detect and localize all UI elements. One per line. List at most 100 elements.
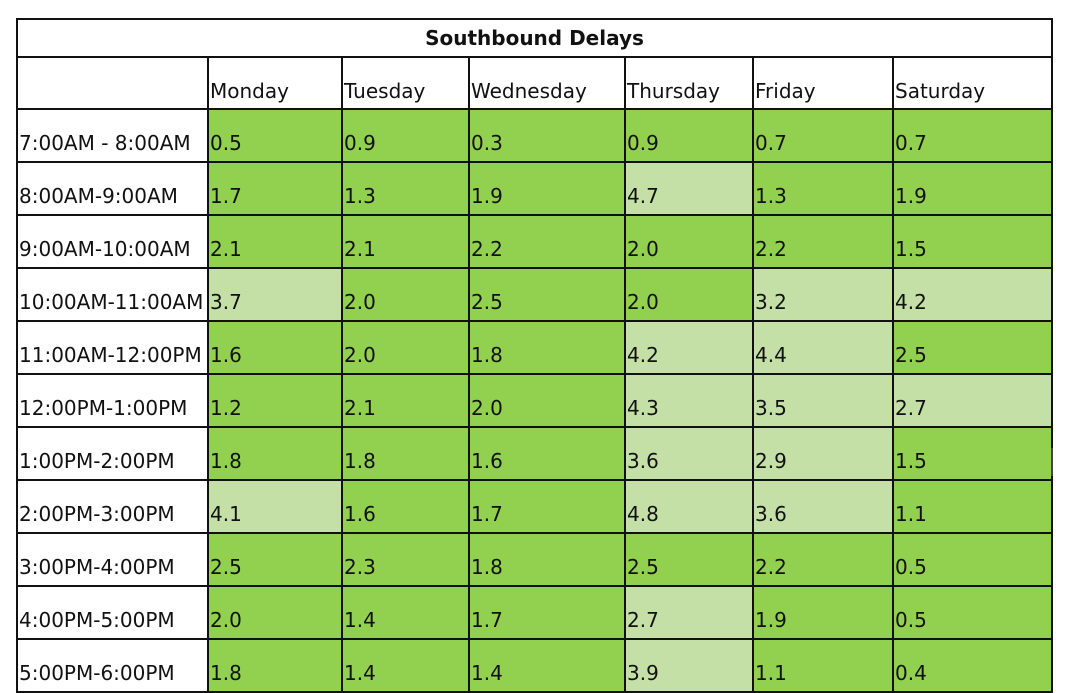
delay-cell: 2.2 (468, 214, 626, 269)
table-row: 8:00AM-9:00AM 1.7 1.3 1.9 4.7 1.3 1.9 (16, 161, 1054, 216)
southbound-delays-table: Southbound Delays Monday Tuesday Wednesd… (15, 18, 1054, 693)
delay-cell: 0.3 (468, 108, 626, 163)
delay-cell: 1.8 (468, 532, 626, 587)
delay-cell: 0.5 (891, 532, 1054, 587)
delay-cell: 1.8 (207, 638, 343, 693)
day-header-saturday: Saturday (891, 56, 1054, 110)
time-slot-label: 7:00AM - 8:00AM (16, 108, 209, 163)
delay-cell: 3.6 (624, 426, 754, 481)
delay-cell: 3.9 (624, 638, 754, 693)
delay-cell: 1.5 (891, 426, 1054, 481)
time-slot-label: 1:00PM-2:00PM (16, 426, 209, 481)
delay-cell: 2.0 (341, 267, 470, 322)
delay-cell: 1.5 (891, 214, 1054, 269)
delay-cell: 1.8 (468, 320, 626, 375)
delay-cell: 1.4 (341, 638, 470, 693)
delay-cell: 1.6 (341, 479, 470, 534)
text-cursor (1051, 448, 1053, 476)
table-row: 11:00AM-12:00PM 1.6 2.0 1.8 4.2 4.4 2.5 (16, 320, 1054, 375)
delay-cell: 1.9 (468, 161, 626, 216)
delay-cell: 4.2 (891, 267, 1054, 322)
time-slot-label: 9:00AM-10:00AM (16, 214, 209, 269)
delay-cell: 1.7 (468, 479, 626, 534)
delay-cell: 3.2 (752, 267, 894, 322)
delay-cell: 2.0 (341, 320, 470, 375)
delay-cell: 1.9 (891, 161, 1054, 216)
delay-cell: 2.7 (624, 585, 754, 640)
delay-cell: 2.5 (891, 320, 1054, 375)
delay-cell: 1.1 (752, 638, 894, 693)
day-header-wednesday: Wednesday (468, 56, 626, 110)
delay-cell: 0.5 (207, 108, 343, 163)
delay-cell: 4.7 (624, 161, 754, 216)
table-body: 7:00AM - 8:00AM 0.5 0.9 0.3 0.9 0.7 0.7 8:00AM-… (16, 108, 1054, 693)
time-slot-label: 10:00AM-11:00AM (16, 267, 209, 322)
time-slot-label: 3:00PM-4:00PM (16, 532, 209, 587)
day-header-monday: Monday (207, 56, 343, 110)
day-header-friday: Friday (752, 56, 894, 110)
delay-cell: 2.1 (341, 214, 470, 269)
table-row: 12:00PM-1:00PM 1.2 2.1 2.0 4.3 3.5 2.7 (16, 373, 1054, 428)
delay-cell: 4.1 (207, 479, 343, 534)
delay-cell: 1.9 (752, 585, 894, 640)
delay-cell: 2.5 (468, 267, 626, 322)
time-slot-label: 12:00PM-1:00PM (16, 373, 209, 428)
time-slot-label: 5:00PM-6:00PM (16, 638, 209, 693)
delay-cell: 2.9 (752, 426, 894, 481)
table-row: 3:00PM-4:00PM 2.5 2.3 1.8 2.5 2.2 0.5 (16, 532, 1054, 587)
delay-cell: 3.6 (752, 479, 894, 534)
delay-cell: 1.2 (207, 373, 343, 428)
table-row: 9:00AM-10:00AM 2.1 2.1 2.2 2.0 2.2 1.5 (16, 214, 1054, 269)
delay-cell: 1.6 (468, 426, 626, 481)
delay-cell: 0.9 (624, 108, 754, 163)
delay-cell: 1.8 (341, 426, 470, 481)
delay-cell: 2.5 (207, 532, 343, 587)
delay-cell: 1.4 (341, 585, 470, 640)
delay-cell: 4.8 (624, 479, 754, 534)
time-slot-label: 11:00AM-12:00PM (16, 320, 209, 375)
table-row: 10:00AM-11:00AM 3.7 2.0 2.5 2.0 3.2 4.2 (16, 267, 1054, 322)
delay-cell: 2.0 (468, 373, 626, 428)
delay-cell: 2.2 (752, 532, 894, 587)
delay-cell: 1.7 (207, 161, 343, 216)
delay-cell: 2.1 (207, 214, 343, 269)
delay-cell: 3.5 (752, 373, 894, 428)
delay-cell: 4.3 (624, 373, 754, 428)
delay-cell: 0.5 (891, 585, 1054, 640)
delay-cell: 2.0 (207, 585, 343, 640)
table-row: 1:00PM-2:00PM 1.8 1.8 1.6 3.6 2.9 1.5 (16, 426, 1054, 481)
delay-cell: 1.1 (891, 479, 1054, 534)
day-header-tuesday: Tuesday (341, 56, 470, 110)
time-slot-label: 8:00AM-9:00AM (16, 161, 209, 216)
delay-cell: 3.7 (207, 267, 343, 322)
table-title-row: Southbound Delays (15, 18, 1054, 58)
table-row: 7:00AM - 8:00AM 0.5 0.9 0.3 0.9 0.7 0.7 (16, 108, 1054, 163)
day-header-row: Monday Tuesday Wednesday Thursday Friday… (16, 56, 1054, 110)
delay-cell: 2.2 (752, 214, 894, 269)
delay-cell: 4.2 (624, 320, 754, 375)
delay-cell: 4.4 (752, 320, 894, 375)
delay-cell: 1.8 (207, 426, 343, 481)
time-slot-label: 2:00PM-3:00PM (16, 479, 209, 534)
delay-cell: 2.5 (624, 532, 754, 587)
table-row: 4:00PM-5:00PM 2.0 1.4 1.7 2.7 1.9 0.5 (16, 585, 1054, 640)
delay-cell: 2.0 (624, 214, 754, 269)
table-row: 2:00PM-3:00PM 4.1 1.6 1.7 4.8 3.6 1.1 (16, 479, 1054, 534)
delay-cell: 1.7 (468, 585, 626, 640)
delay-cell: 1.3 (341, 161, 470, 216)
table-row: 5:00PM-6:00PM 1.8 1.4 1.4 3.9 1.1 0.4 (16, 638, 1054, 693)
delay-cell: 0.7 (891, 108, 1054, 163)
delay-cell: 0.9 (341, 108, 470, 163)
delay-cell: 1.6 (207, 320, 343, 375)
time-slot-label: 4:00PM-5:00PM (16, 585, 209, 640)
table-title: Southbound Delays (15, 18, 1054, 58)
delay-cell: 0.4 (891, 638, 1054, 693)
corner-header (16, 56, 209, 110)
delay-cell: 0.7 (752, 108, 894, 163)
day-header-thursday: Thursday (624, 56, 754, 110)
delay-cell: 2.0 (624, 267, 754, 322)
delay-cell: 2.1 (341, 373, 470, 428)
delay-cell: 1.4 (468, 638, 626, 693)
delay-cell: 2.7 (891, 373, 1054, 428)
delay-cell: 2.3 (341, 532, 470, 587)
